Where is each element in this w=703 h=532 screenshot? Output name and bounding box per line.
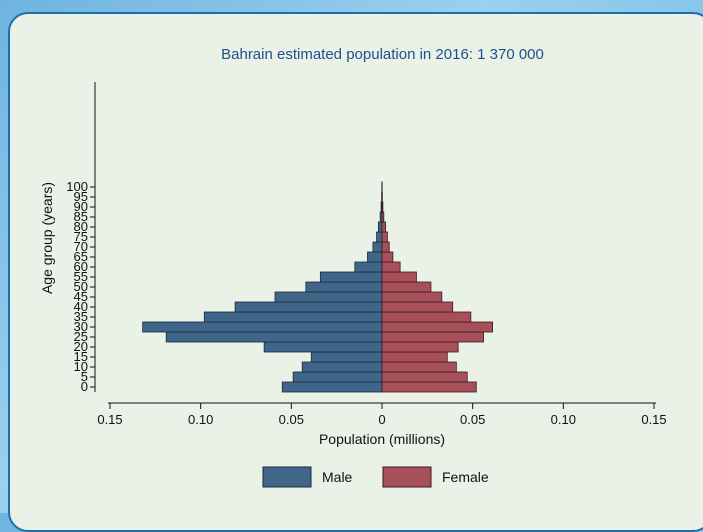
male-bar-80 (378, 222, 382, 232)
x-tick-label-6: 0.15 (641, 412, 666, 427)
female-bar-75 (382, 232, 387, 242)
legend-label-female: Female (442, 469, 489, 485)
female-bar-65 (382, 252, 393, 262)
female-bar-20 (382, 342, 458, 352)
female-bar-60 (382, 262, 400, 272)
male-bar-15 (311, 352, 382, 362)
male-bar-55 (320, 272, 382, 282)
x-tick-label-3: 0 (378, 412, 385, 427)
male-bar-20 (264, 342, 382, 352)
x-tick-label-5: 0.10 (551, 412, 576, 427)
x-tick-label-2: 0.05 (279, 412, 304, 427)
female-bar-85 (382, 212, 384, 222)
male-bar-30 (143, 322, 382, 332)
female-bar-90 (382, 202, 383, 212)
male-bar-0 (282, 382, 382, 392)
male-bar-10 (302, 362, 382, 372)
female-bar-10 (382, 362, 456, 372)
male-bar-5 (293, 372, 382, 382)
male-bar-60 (355, 262, 382, 272)
female-bar-0 (382, 382, 476, 392)
bars-group (143, 182, 493, 392)
male-bar-50 (306, 282, 382, 292)
x-tick-label-1: 0.10 (188, 412, 213, 427)
population-pyramid-chart: 0510152025303540455055606570758085909510… (0, 0, 703, 513)
female-bar-15 (382, 352, 447, 362)
y-tick-label-100: 100 (66, 179, 88, 194)
female-bar-25 (382, 332, 484, 342)
female-bar-35 (382, 312, 471, 322)
legend-label-male: Male (322, 469, 353, 485)
legend-swatch-male (263, 467, 311, 487)
male-bar-70 (373, 242, 382, 252)
female-bar-80 (382, 222, 386, 232)
male-bar-75 (377, 232, 382, 242)
x-tick-label-0: 0.15 (97, 412, 122, 427)
legend: Male Female (263, 467, 489, 487)
female-bar-40 (382, 302, 453, 312)
female-bar-50 (382, 282, 431, 292)
y-axis-label: Age group (years) (39, 182, 55, 294)
female-bar-55 (382, 272, 416, 282)
female-bar-5 (382, 372, 467, 382)
male-bar-35 (204, 312, 382, 322)
male-bar-25 (166, 332, 382, 342)
male-bar-65 (367, 252, 382, 262)
male-bar-40 (235, 302, 382, 312)
female-bar-45 (382, 292, 442, 302)
male-bar-45 (275, 292, 382, 302)
x-tick-label-4: 0.05 (460, 412, 485, 427)
x-axis-label: Population (millions) (319, 431, 445, 447)
female-bar-70 (382, 242, 389, 252)
female-bar-30 (382, 322, 493, 332)
legend-swatch-female (383, 467, 431, 487)
